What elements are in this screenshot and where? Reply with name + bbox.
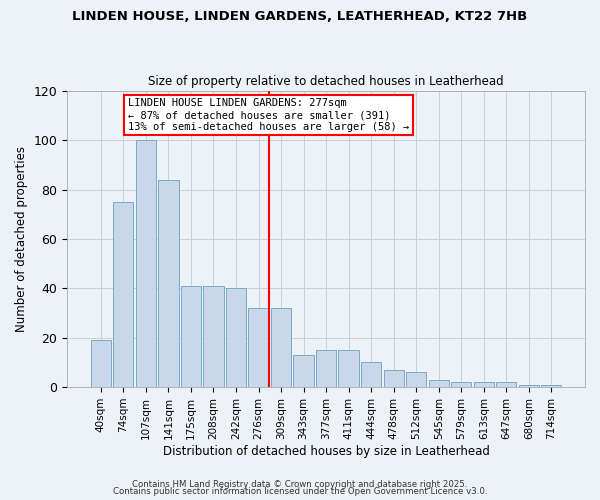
Bar [136,140,156,387]
Text: LINDEN HOUSE, LINDEN GARDENS, LEATHERHEAD, KT22 7HB: LINDEN HOUSE, LINDEN GARDENS, LEATHERHEA… [73,10,527,23]
Bar [203,286,224,387]
Bar [181,286,201,387]
Bar [271,308,291,387]
Bar [473,382,494,387]
Bar [361,362,381,387]
Bar [158,180,179,387]
Bar [113,202,133,387]
Y-axis label: Number of detached properties: Number of detached properties [15,146,28,332]
Text: Contains HM Land Registry data © Crown copyright and database right 2025.: Contains HM Land Registry data © Crown c… [132,480,468,489]
Text: LINDEN HOUSE LINDEN GARDENS: 277sqm
← 87% of detached houses are smaller (391)
1: LINDEN HOUSE LINDEN GARDENS: 277sqm ← 87… [128,98,409,132]
Bar [226,288,246,387]
Bar [451,382,472,387]
Text: Contains public sector information licensed under the Open Government Licence v3: Contains public sector information licen… [113,487,487,496]
Title: Size of property relative to detached houses in Leatherhead: Size of property relative to detached ho… [148,76,504,88]
Bar [248,308,269,387]
Bar [338,350,359,387]
X-axis label: Distribution of detached houses by size in Leatherhead: Distribution of detached houses by size … [163,444,490,458]
Bar [383,370,404,387]
Bar [518,384,539,387]
Bar [406,372,427,387]
Bar [496,382,517,387]
Bar [316,350,336,387]
Bar [541,384,562,387]
Bar [428,380,449,387]
Bar [293,355,314,387]
Bar [91,340,111,387]
